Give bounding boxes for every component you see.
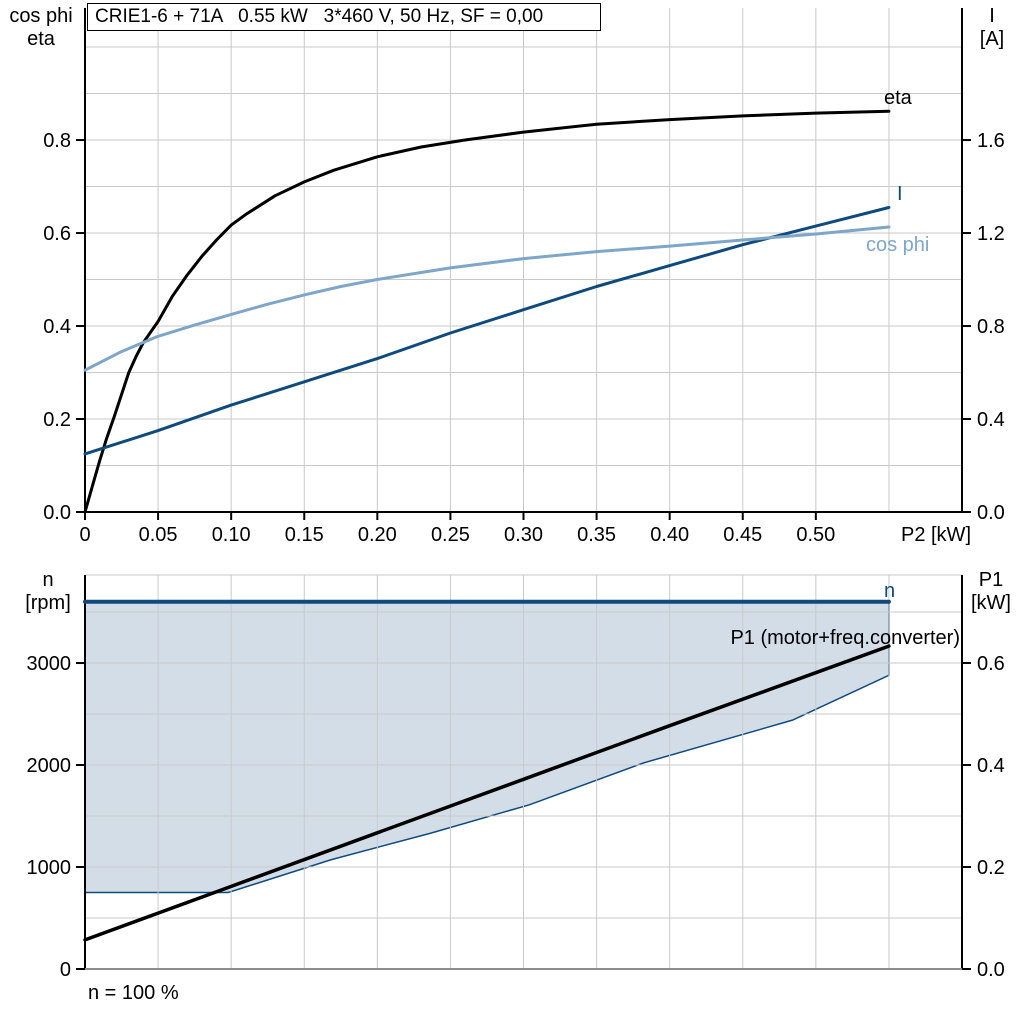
left-tick-label: 3000: [27, 653, 72, 675]
left-axis-title-line1: n: [42, 569, 53, 591]
x-tick-label: 0.50: [796, 524, 835, 546]
x-tick-label: 0.35: [577, 524, 616, 546]
x-tick-label: 0.15: [285, 524, 324, 546]
left-axis-title-line2: [rpm]: [25, 592, 71, 614]
left-tick-label: 0.4: [43, 316, 71, 338]
p1-motor-freq-converter-curve: [83, 644, 891, 942]
cos-phi-curve-label: cos phi: [866, 234, 929, 256]
speed-range-area: [85, 601, 889, 893]
eta-curve-label: eta: [884, 87, 913, 109]
right-tick-label: 0.6: [977, 653, 1005, 675]
right-axis-title-line1: I: [989, 5, 995, 27]
left-tick-label: 0.0: [43, 502, 71, 524]
chart-title: CRIE1-6 + 71A 0.55 kW 3*460 V, 50 Hz, SF…: [95, 6, 544, 27]
x-tick-label: 0.45: [723, 524, 762, 546]
x-tick-label: 0.10: [212, 524, 251, 546]
i-curve: [83, 206, 891, 456]
left-tick-label: 0.2: [43, 409, 71, 431]
left-tick-label: 0.6: [43, 223, 71, 245]
left-tick-label: 2000: [27, 755, 72, 777]
x-tick-label: 0.40: [650, 524, 689, 546]
left-tick-label: 0: [60, 959, 71, 981]
right-axis-title-line1: P1: [979, 569, 1003, 591]
eta-curve: [83, 109, 891, 514]
cos-phi-curve: [83, 225, 891, 372]
n-curve-label: n: [884, 580, 895, 602]
x-tick-label: 0.05: [139, 524, 178, 546]
right-tick-label: 0.0: [977, 959, 1005, 981]
x-tick-label: 0.30: [504, 524, 543, 546]
right-axis-title-line2: [kW]: [971, 592, 1011, 614]
x-axis-unit-label: P2 [kW]: [901, 524, 971, 546]
right-axis-title-line2: [A]: [980, 28, 1004, 50]
x-tick-label: 0.20: [358, 524, 397, 546]
left-tick-label: 1000: [27, 857, 72, 879]
speed-percent-note: n = 100 %: [88, 982, 179, 1004]
left-axis-title-line1: cos phi: [9, 5, 72, 27]
right-tick-label: 0.4: [977, 755, 1005, 777]
x-tick-label: 0: [79, 524, 90, 546]
left-tick-label: 0.8: [43, 130, 71, 152]
x-tick-label: 0.25: [431, 524, 470, 546]
right-tick-label: 0.4: [977, 409, 1005, 431]
left-axis-title-line2: eta: [27, 28, 56, 50]
p1-curve-label: P1 (motor+freq.converter): [730, 627, 960, 649]
speed-range-boundary: [85, 601, 890, 894]
right-tick-label: 1.2: [977, 223, 1005, 245]
right-tick-label: 1.6: [977, 130, 1005, 152]
right-tick-label: 0.2: [977, 857, 1005, 879]
right-tick-label: 0.8: [977, 316, 1005, 338]
current-curve-label: I: [897, 183, 903, 205]
right-tick-label: 0.0: [977, 502, 1005, 524]
chart-title-box: CRIE1-6 + 71A 0.55 kW 3*460 V, 50 Hz, SF…: [87, 3, 601, 31]
